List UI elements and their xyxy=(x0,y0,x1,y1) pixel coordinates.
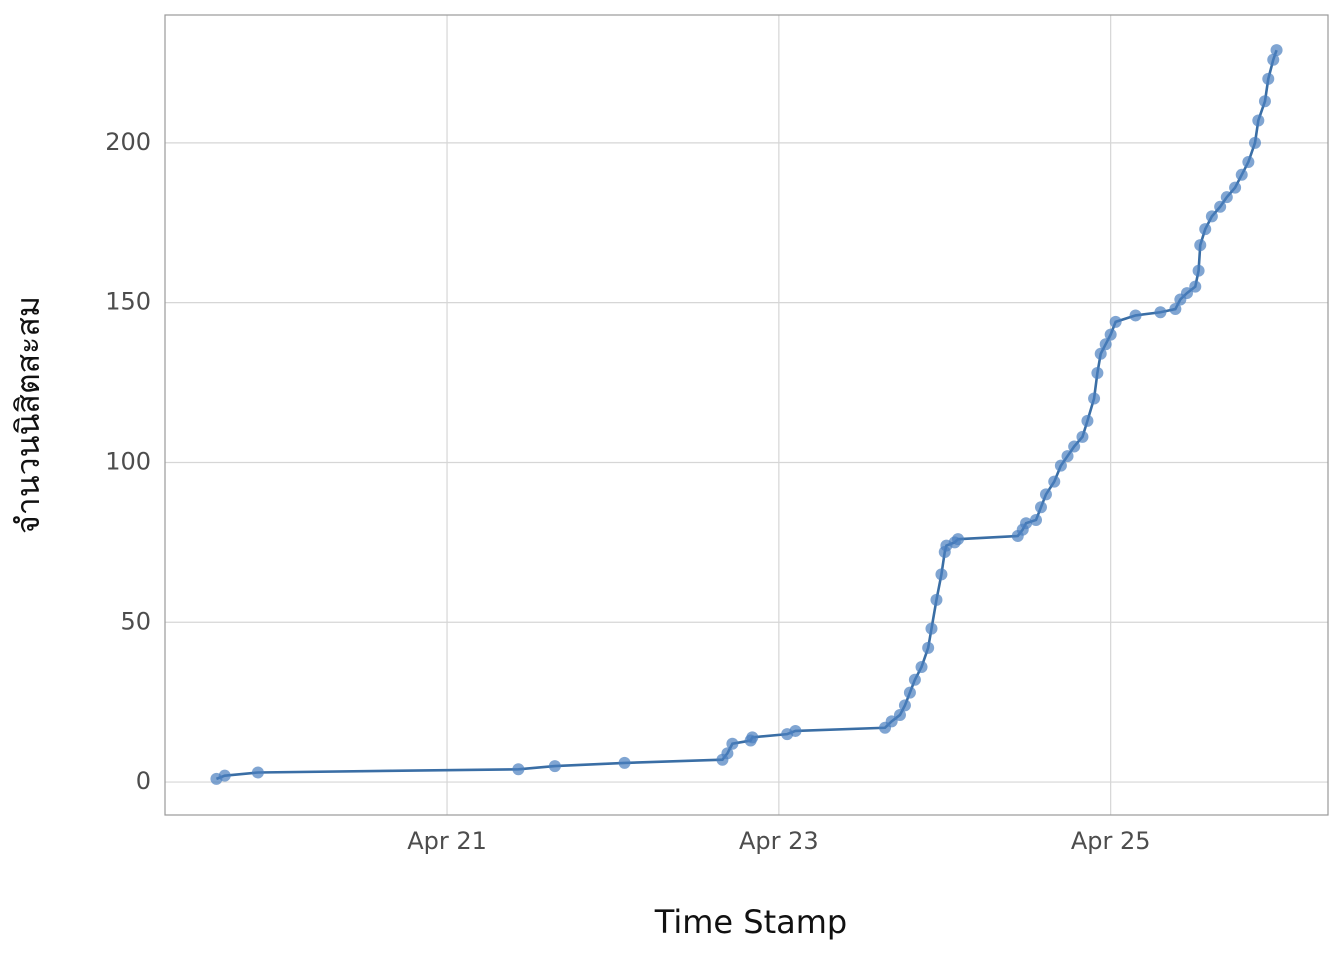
y-tick-label: 150 xyxy=(105,288,151,316)
x-tick-label: Apr 23 xyxy=(739,827,819,855)
point xyxy=(789,724,802,737)
y-tick-label: 0 xyxy=(136,767,151,795)
point xyxy=(1214,200,1227,213)
point xyxy=(922,641,935,654)
point xyxy=(1081,414,1094,427)
point xyxy=(1235,168,1248,181)
point xyxy=(1104,328,1117,341)
point xyxy=(1192,264,1205,277)
y-tick-label: 100 xyxy=(105,447,151,475)
point xyxy=(1189,280,1202,293)
point xyxy=(952,533,965,546)
x-axis-title: Time Stamp xyxy=(654,903,847,941)
point xyxy=(1054,459,1067,472)
point xyxy=(1048,475,1061,488)
point xyxy=(1180,287,1193,300)
point xyxy=(908,673,921,686)
point xyxy=(1109,315,1122,328)
point xyxy=(1270,44,1283,57)
point xyxy=(1262,72,1275,85)
point xyxy=(1252,114,1265,127)
point xyxy=(1094,347,1107,360)
point xyxy=(618,756,631,769)
point xyxy=(1199,223,1212,236)
point xyxy=(1068,440,1081,453)
point xyxy=(1169,303,1182,316)
point xyxy=(218,769,231,782)
point xyxy=(1061,450,1074,463)
y-tick-label: 50 xyxy=(120,607,151,635)
point xyxy=(893,708,906,721)
point xyxy=(512,763,525,776)
point xyxy=(1034,501,1047,514)
point xyxy=(1242,156,1255,169)
point xyxy=(1249,136,1262,149)
x-tick-label: Apr 21 xyxy=(407,827,487,855)
point xyxy=(898,699,911,712)
point xyxy=(885,715,898,728)
plot-border xyxy=(164,14,1329,816)
y-tick-label: 200 xyxy=(105,128,151,156)
point xyxy=(1091,366,1104,379)
point xyxy=(1154,306,1167,319)
point xyxy=(746,731,759,744)
y-axis-title: จำนวนนิสิตสะสม xyxy=(9,296,47,534)
point xyxy=(930,593,943,606)
point xyxy=(1039,488,1052,501)
point xyxy=(721,747,734,760)
point xyxy=(251,766,264,779)
point xyxy=(1076,430,1089,443)
point xyxy=(726,737,739,750)
point xyxy=(915,661,928,674)
point xyxy=(1088,392,1101,405)
point xyxy=(548,760,561,773)
point xyxy=(1099,338,1112,351)
point xyxy=(1220,191,1233,204)
x-tick-label: Apr 25 xyxy=(1071,827,1151,855)
point xyxy=(935,568,948,581)
point xyxy=(925,622,938,635)
point xyxy=(1267,53,1280,66)
point xyxy=(903,686,916,699)
point xyxy=(1258,95,1271,108)
point xyxy=(1020,517,1033,530)
point xyxy=(1229,181,1242,194)
line xyxy=(215,49,1278,781)
point xyxy=(1129,309,1142,322)
point xyxy=(1205,210,1218,223)
point xyxy=(1194,239,1207,252)
point xyxy=(1030,513,1043,526)
